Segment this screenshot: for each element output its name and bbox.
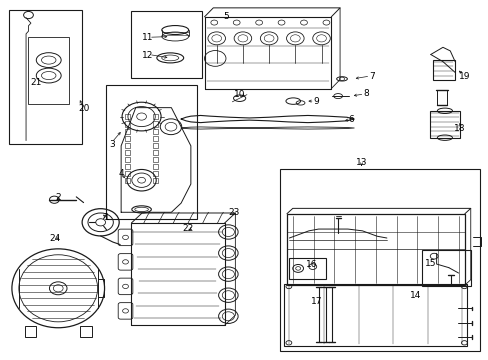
Bar [152, 143, 157, 148]
Bar [125, 171, 130, 176]
Text: 2: 2 [55, 193, 61, 202]
Bar [152, 171, 157, 176]
Bar [80, 326, 92, 337]
Text: 6: 6 [347, 115, 353, 124]
Bar [432, 60, 454, 80]
Bar [125, 164, 130, 169]
Bar [125, 114, 130, 120]
Bar [286, 214, 464, 285]
Bar [436, 90, 446, 105]
Bar [152, 114, 157, 120]
Text: 3: 3 [109, 140, 115, 149]
Bar [125, 157, 130, 162]
Bar [152, 164, 157, 169]
Text: 12: 12 [142, 51, 153, 60]
Text: 19: 19 [458, 72, 469, 81]
Text: 9: 9 [313, 96, 319, 105]
Text: 5: 5 [223, 12, 228, 21]
Bar [125, 136, 130, 141]
Bar [125, 129, 130, 134]
Text: 21: 21 [30, 78, 41, 87]
Bar [152, 150, 157, 155]
Bar [152, 136, 157, 141]
Text: 24: 24 [50, 234, 61, 243]
Bar [9, 10, 81, 144]
Bar [152, 157, 157, 162]
Bar [429, 111, 459, 138]
Bar [152, 129, 157, 134]
Bar [421, 250, 470, 285]
Bar [131, 12, 202, 78]
Text: 4: 4 [119, 169, 124, 178]
Bar [152, 121, 157, 126]
Text: 14: 14 [409, 291, 421, 300]
Bar [289, 258, 325, 279]
Text: 16: 16 [305, 260, 317, 269]
Bar [279, 168, 479, 351]
Text: 17: 17 [310, 297, 322, 306]
Text: 15: 15 [424, 259, 436, 268]
Text: 11: 11 [142, 33, 153, 42]
Bar [105, 85, 197, 220]
Text: 18: 18 [453, 123, 465, 132]
Bar [28, 37, 69, 104]
Bar [24, 326, 36, 337]
Text: 7: 7 [368, 72, 374, 81]
Text: 20: 20 [78, 104, 89, 113]
Bar [125, 178, 130, 183]
Text: 22: 22 [183, 224, 194, 233]
Text: 1: 1 [104, 213, 110, 222]
Text: 13: 13 [355, 158, 366, 167]
Bar [152, 178, 157, 183]
Bar [125, 143, 130, 148]
Text: 23: 23 [227, 208, 239, 217]
Bar [125, 121, 130, 126]
Bar [284, 284, 467, 346]
Bar [125, 150, 130, 155]
Text: 8: 8 [363, 89, 368, 98]
Text: 10: 10 [233, 90, 245, 99]
